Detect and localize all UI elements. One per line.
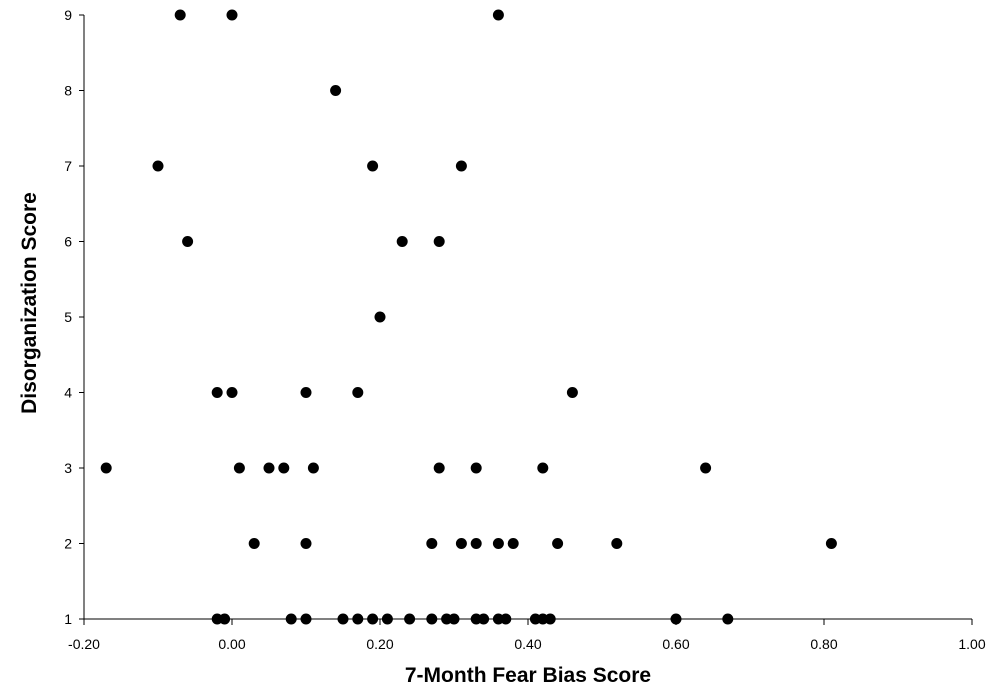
- x-tick-label: 0.60: [662, 636, 689, 652]
- data-point: [396, 236, 408, 247]
- data-point: [552, 538, 564, 549]
- data-point: [611, 538, 623, 549]
- y-tick-label: 1: [64, 611, 72, 627]
- data-point: [537, 462, 549, 474]
- data-point: [825, 538, 837, 549]
- data-point: [448, 613, 460, 625]
- data-point: [492, 9, 504, 21]
- data-point: [285, 613, 297, 625]
- y-tick-label: 5: [64, 309, 72, 325]
- x-axis-ticks: -0.20 0.00 0.20 0.40 0.60 0.80 1.00: [68, 619, 986, 652]
- data-point: [278, 462, 290, 474]
- x-tick-label: 0.80: [810, 636, 837, 652]
- data-point: [566, 387, 578, 398]
- data-point: [367, 613, 379, 625]
- x-tick-label: 0.40: [514, 636, 541, 652]
- data-point: [226, 387, 238, 398]
- data-point: [367, 160, 379, 172]
- data-point: [219, 613, 231, 625]
- data-point: [174, 9, 186, 21]
- data-point: [455, 538, 467, 549]
- data-point: [211, 387, 223, 398]
- data-point: [263, 462, 275, 474]
- x-axis-title: 7-Month Fear Bias Score: [405, 664, 651, 686]
- y-tick-label: 8: [64, 83, 72, 99]
- data-point: [233, 462, 245, 474]
- data-point: [507, 538, 519, 549]
- data-point: [722, 613, 734, 625]
- y-tick-label: 4: [64, 385, 72, 401]
- data-points: [100, 9, 837, 625]
- data-point: [433, 236, 445, 247]
- x-tick-label: 0.20: [366, 636, 393, 652]
- data-point: [455, 160, 467, 172]
- data-point: [300, 538, 312, 549]
- data-point: [100, 462, 112, 474]
- data-point: [337, 613, 349, 625]
- data-point: [470, 538, 482, 549]
- data-point: [330, 85, 342, 96]
- data-point: [544, 613, 556, 625]
- data-point: [300, 387, 312, 398]
- y-axis-ticks: 1 2 3 4 5 6 7 8 9: [64, 7, 84, 627]
- data-point: [182, 236, 194, 247]
- data-point: [352, 387, 364, 398]
- data-point: [300, 613, 312, 625]
- data-point: [426, 613, 438, 625]
- data-point: [381, 613, 393, 625]
- y-tick-label: 9: [64, 7, 72, 23]
- data-point: [492, 538, 504, 549]
- x-tick-label: 1.00: [958, 636, 985, 652]
- data-point: [470, 462, 482, 474]
- data-point: [248, 538, 260, 549]
- x-tick-label: 0.00: [218, 636, 245, 652]
- data-point: [152, 160, 164, 172]
- data-point: [307, 462, 319, 474]
- y-tick-label: 2: [64, 536, 72, 552]
- data-point: [226, 9, 238, 21]
- data-point: [426, 538, 438, 549]
- data-point: [670, 613, 682, 625]
- plot-area: 1 2 3 4 5 6 7 8 9 -0.20 0.00 0.20 0.40 0.60 0.80 1.00: [64, 7, 986, 652]
- y-axis-title: Disorganization Score: [18, 192, 41, 414]
- y-tick-label: 7: [64, 158, 72, 174]
- y-tick-label: 3: [64, 460, 72, 476]
- data-point: [700, 462, 712, 474]
- x-tick-label: -0.20: [68, 636, 100, 652]
- data-point: [500, 613, 512, 625]
- y-tick-label: 6: [64, 234, 72, 250]
- data-point: [404, 613, 416, 625]
- data-point: [478, 613, 490, 625]
- data-point: [374, 311, 386, 323]
- data-point: [433, 462, 445, 474]
- data-point: [352, 613, 364, 625]
